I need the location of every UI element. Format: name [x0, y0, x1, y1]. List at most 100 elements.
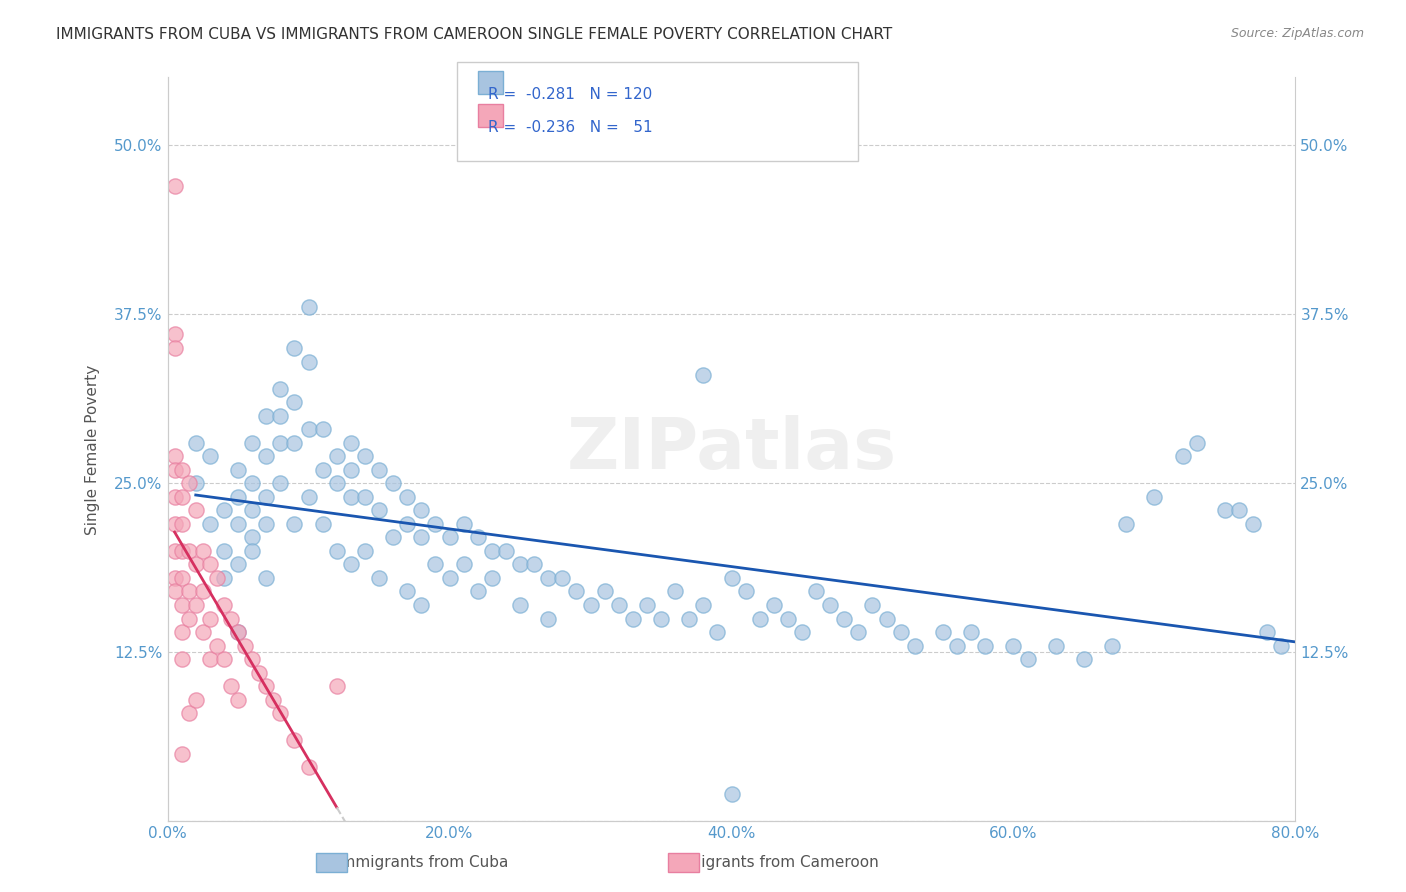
Y-axis label: Single Female Poverty: Single Female Poverty: [86, 364, 100, 534]
Point: [1073, 652, 1095, 666]
Point: [495, 544, 517, 558]
Point: [706, 625, 728, 640]
Point: [163, 341, 186, 355]
Point: [904, 639, 927, 653]
Point: [240, 530, 263, 544]
Point: [325, 679, 347, 693]
Point: [1002, 639, 1025, 653]
Point: [425, 516, 447, 531]
Point: [163, 584, 186, 599]
Point: [177, 584, 200, 599]
Point: [269, 435, 291, 450]
Text: R =  -0.236   N =   51: R = -0.236 N = 51: [488, 120, 652, 135]
Point: [804, 584, 827, 599]
Point: [425, 558, 447, 572]
Point: [396, 516, 419, 531]
Point: [368, 463, 391, 477]
Point: [240, 544, 263, 558]
Point: [311, 422, 333, 436]
Point: [184, 558, 207, 572]
Point: [1101, 639, 1123, 653]
Point: [607, 598, 630, 612]
Point: [974, 639, 997, 653]
Point: [163, 178, 186, 193]
Point: [325, 476, 347, 491]
Point: [283, 395, 305, 409]
Point: [862, 598, 884, 612]
Point: [184, 476, 207, 491]
Point: [1270, 639, 1292, 653]
Point: [212, 652, 235, 666]
Point: [170, 463, 193, 477]
Point: [325, 544, 347, 558]
Point: [692, 598, 714, 612]
Point: [184, 503, 207, 517]
Point: [340, 463, 363, 477]
Point: [776, 611, 799, 625]
Point: [523, 558, 546, 572]
Point: [411, 598, 433, 612]
Point: [439, 571, 461, 585]
Point: [212, 598, 235, 612]
Text: Immigrants from Cuba: Immigrants from Cuba: [336, 855, 508, 870]
Point: [396, 490, 419, 504]
Point: [946, 639, 969, 653]
Point: [262, 692, 284, 706]
Point: [219, 611, 242, 625]
Point: [247, 665, 270, 680]
Point: [163, 449, 186, 463]
Point: [198, 516, 221, 531]
Point: [467, 584, 489, 599]
Point: [170, 598, 193, 612]
Point: [593, 584, 616, 599]
Text: R =  -0.281   N = 120: R = -0.281 N = 120: [488, 87, 652, 103]
Point: [219, 679, 242, 693]
Point: [198, 449, 221, 463]
Point: [748, 611, 770, 625]
Point: [551, 571, 574, 585]
Point: [297, 760, 319, 774]
Point: [664, 584, 686, 599]
Point: [184, 692, 207, 706]
Point: [1241, 516, 1264, 531]
Point: [170, 490, 193, 504]
Point: [254, 516, 277, 531]
Point: [163, 544, 186, 558]
Point: [818, 598, 841, 612]
Point: [177, 706, 200, 721]
Point: [325, 449, 347, 463]
Point: [790, 625, 813, 640]
Point: [762, 598, 785, 612]
Point: [177, 476, 200, 491]
Point: [692, 368, 714, 382]
Point: [269, 382, 291, 396]
Point: [1227, 503, 1250, 517]
Point: [240, 503, 263, 517]
Point: [311, 516, 333, 531]
Point: [1045, 639, 1067, 653]
Text: IMMIGRANTS FROM CUBA VS IMMIGRANTS FROM CAMEROON SINGLE FEMALE POVERTY CORRELATI: IMMIGRANTS FROM CUBA VS IMMIGRANTS FROM …: [56, 27, 893, 42]
Point: [720, 788, 742, 802]
Point: [481, 571, 503, 585]
Point: [240, 652, 263, 666]
Point: [254, 449, 277, 463]
Point: [170, 652, 193, 666]
Point: [170, 747, 193, 761]
Point: [411, 530, 433, 544]
Point: [368, 571, 391, 585]
Point: [212, 544, 235, 558]
Point: [467, 530, 489, 544]
Point: [205, 571, 228, 585]
Point: [198, 611, 221, 625]
Point: [226, 558, 249, 572]
Point: [269, 409, 291, 423]
Point: [1143, 490, 1166, 504]
Point: [481, 544, 503, 558]
Point: [439, 530, 461, 544]
Point: [170, 571, 193, 585]
Point: [226, 625, 249, 640]
Text: Source: ZipAtlas.com: Source: ZipAtlas.com: [1230, 27, 1364, 40]
Point: [509, 598, 531, 612]
Point: [212, 571, 235, 585]
Point: [170, 544, 193, 558]
